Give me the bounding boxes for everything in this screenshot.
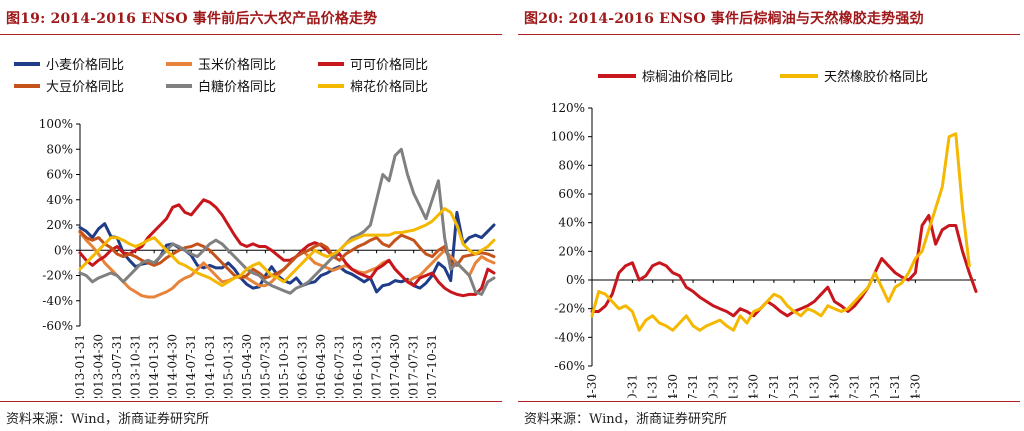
y-tick-label: 120%: [551, 101, 585, 115]
x-tick-label: 2015-10-31: [787, 374, 801, 398]
source-note: 资料来源：Wind，浙商证券研究所: [524, 412, 727, 427]
x-tick-label: 2017-01-31: [888, 374, 902, 398]
legend-label: 小麦价格同比: [46, 57, 124, 73]
legend-label: 白糖价格同比: [198, 79, 276, 95]
legend-label: 棕榈油价格同比: [642, 69, 733, 85]
x-tick-label: 2015-01-31: [726, 374, 740, 398]
figure-title: 图19: 2014-2016 ENSO 事件前后六大农产品价格走势: [6, 11, 378, 27]
x-tick-label: 2015-07-31: [767, 374, 781, 398]
x-tick-label: 2016-04-30: [828, 374, 842, 398]
x-tick-label: 2015-04-30: [240, 334, 254, 398]
series-line-1: [590, 132, 971, 332]
legend: 棕榈油价格同比 天然橡胶价格同比: [598, 69, 928, 85]
series-group: [590, 132, 978, 332]
y-tick-label: 40%: [558, 216, 585, 230]
y-tick-label: -40%: [42, 294, 73, 308]
y-tick-label: -40%: [554, 330, 585, 344]
x-tick-label: 2015-07-31: [258, 334, 272, 398]
series-line-3: [78, 229, 496, 280]
x-tick-label: 2015-01-31: [221, 334, 235, 398]
series-line-5: [78, 207, 496, 288]
x-tick-label: 2014-01-31: [646, 374, 660, 398]
x-tick-label: 2016-10-31: [868, 374, 882, 398]
title-divider: [518, 34, 1020, 35]
source-divider: [0, 401, 502, 402]
x-tick-label: 2017-01-31: [370, 334, 384, 398]
y-tick-label: 100%: [39, 117, 73, 131]
y-tick-label: -20%: [42, 269, 73, 283]
y-tick-label: 100%: [551, 130, 585, 144]
series-group: [78, 147, 496, 299]
y-tick-label: 60%: [46, 168, 73, 182]
x-tick-label: 2013-01-31: [73, 334, 87, 398]
x-tick-label: 2014-07-31: [686, 374, 700, 398]
x-tick-label: 2016-07-31: [848, 374, 862, 398]
x-tick-label: 2014-07-31: [184, 334, 198, 398]
figure-20-panel: 图20: 2014-2016 ENSO 事件后棕榈油与天然橡胶走势强劲 -60%…: [518, 0, 1024, 431]
x-tick-label: 2016-10-31: [351, 334, 365, 398]
x-tick-label: 2017-10-31: [425, 334, 439, 398]
y-tick-label: 20%: [46, 218, 73, 232]
x-tick-label: 2016-04-30: [314, 334, 328, 398]
y-tick-label: 80%: [46, 142, 73, 156]
x-tick-label: 2014-10-31: [203, 334, 217, 398]
y-tick-label: 20%: [558, 244, 585, 258]
agri-price-line-chart: -60% -40% -20% 0% 20% 40% 60% 80% 100% 2013-01-31…: [14, 57, 496, 398]
x-tick-label: 2016-01-31: [807, 374, 821, 398]
y-tick-label: 0%: [566, 273, 585, 287]
x-tick-label: 2016-01-31: [295, 334, 309, 398]
x-tick-label: 2015-10-31: [277, 334, 291, 398]
x-tick-label: 2013-04-30: [92, 334, 106, 398]
x-tick-label: 2015-04-30: [747, 374, 761, 398]
legend-label: 天然橡胶价格同比: [824, 69, 928, 85]
legend-label: 大豆价格同比: [46, 79, 124, 95]
y-tick-label: 0%: [54, 243, 73, 257]
axes: -60% -40% -20% 0% 20% 40% 60% 80% 100% 2013-01-31…: [39, 117, 494, 398]
y-tick-label: -60%: [554, 359, 585, 373]
x-tick-label: 2013-07-31: [110, 334, 124, 398]
series-line-0: [590, 214, 978, 318]
legend-label: 玉米价格同比: [198, 57, 276, 73]
axes: -60% -40% -20% 0% 20% 40% 60% 80% 100% 120% 2013-0…: [551, 101, 976, 398]
title-divider: [0, 34, 502, 35]
x-tick-label: 2014-01-31: [147, 334, 161, 398]
series-line-2: [78, 198, 496, 298]
y-tick-label: 60%: [558, 187, 585, 201]
x-tick-label: 2014-10-31: [706, 374, 720, 398]
y-tick-label: 40%: [46, 193, 73, 207]
y-tick-label: -20%: [554, 302, 585, 316]
y-tick-label: 80%: [558, 158, 585, 172]
series-line-4: [78, 147, 496, 296]
palm-rubber-line-chart: -60% -40% -20% 0% 20% 40% 60% 80% 100% 120% 2013-0…: [551, 69, 978, 398]
x-tick-label: 2016-07-31: [333, 334, 347, 398]
x-tick-label: 2017-04-30: [908, 374, 922, 398]
x-tick-label: 2013-10-31: [625, 374, 639, 398]
source-note: 资料来源：Wind，浙商证券研究所: [6, 412, 209, 427]
x-tick-label: 2017-04-30: [388, 334, 402, 398]
x-tick-label: 2014-04-30: [666, 374, 680, 398]
x-tick-label: 2013-10-31: [129, 334, 143, 398]
figure-19-panel: 图19: 2014-2016 ENSO 事件前后六大农产品价格走势 -60% -4…: [0, 0, 506, 431]
x-tick-label: 2013-04-30: [585, 374, 599, 398]
x-tick-label: 2017-07-31: [407, 334, 421, 398]
source-divider: [518, 401, 1020, 402]
x-tick-label: 2014-04-30: [166, 334, 180, 398]
legend-label: 棉花价格同比: [350, 79, 428, 95]
figure-title: 图20: 2014-2016 ENSO 事件后棕榈油与天然橡胶走势强劲: [524, 11, 924, 27]
y-tick-label: -60%: [42, 319, 73, 333]
legend-label: 可可价格同比: [350, 57, 428, 73]
